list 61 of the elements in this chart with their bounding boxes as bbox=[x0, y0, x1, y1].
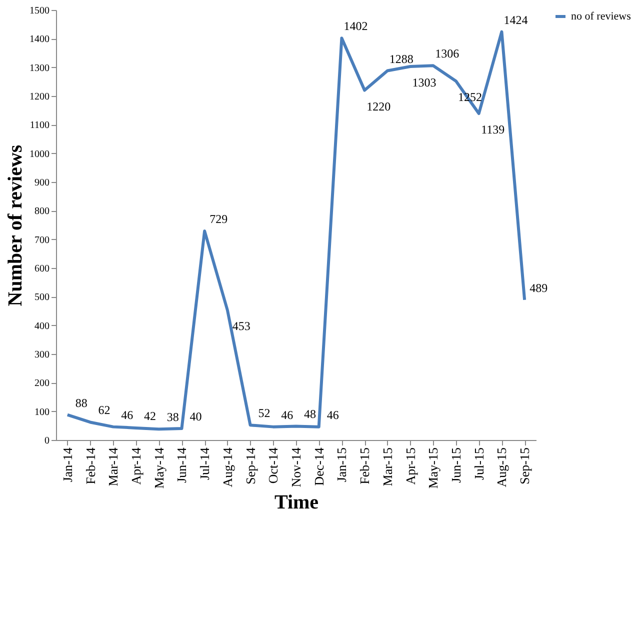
y-tick-label: 1400 bbox=[30, 34, 50, 46]
y-tick-label: 500 bbox=[34, 292, 50, 304]
data-label: 52 bbox=[258, 406, 270, 420]
x-tick-label: Aug-14 bbox=[220, 447, 235, 488]
x-tick-label: Dec-14 bbox=[311, 447, 326, 486]
x-tick-label: Oct-14 bbox=[266, 447, 281, 484]
data-label: 729 bbox=[210, 212, 228, 226]
data-label: 1288 bbox=[389, 52, 414, 66]
y-tick-label: 1500 bbox=[30, 6, 50, 16]
y-tick-label: 200 bbox=[34, 378, 50, 390]
y-tick-label: 700 bbox=[34, 234, 50, 246]
x-tick-label: Mar-14 bbox=[106, 447, 121, 486]
y-tick-label: 1300 bbox=[30, 62, 50, 74]
data-label: 62 bbox=[98, 403, 110, 418]
x-tick-label: Jan-14 bbox=[60, 447, 75, 482]
x-tick-label: Mar-15 bbox=[380, 448, 395, 486]
x-tick-label: Jun-15 bbox=[448, 448, 464, 483]
data-label: 40 bbox=[190, 410, 202, 424]
data-label: 1424 bbox=[504, 12, 528, 27]
data-label: 1303 bbox=[412, 75, 436, 90]
x-tick-label: Aug-15 bbox=[494, 448, 510, 488]
data-label: 1139 bbox=[481, 122, 505, 136]
line-series bbox=[66, 30, 526, 431]
x-tick-label: Apr-14 bbox=[128, 447, 144, 485]
legend-label: no of reviews bbox=[571, 10, 631, 22]
x-axis-title: Time bbox=[274, 492, 319, 514]
data-label: 453 bbox=[232, 319, 250, 334]
x-tick-label: Jan-15 bbox=[334, 448, 350, 482]
data-label: 1402 bbox=[344, 19, 368, 34]
data-label: 48 bbox=[304, 407, 316, 422]
data-label: 46 bbox=[121, 408, 134, 422]
y-tick-label: 100 bbox=[34, 406, 50, 418]
data-label: 1220 bbox=[366, 99, 391, 114]
data-label: 88 bbox=[75, 396, 88, 410]
y-tick-label: 400 bbox=[34, 320, 50, 332]
data-label: 38 bbox=[166, 410, 179, 424]
y-tick-label: 300 bbox=[34, 350, 50, 360]
x-tick-label: Sep-14 bbox=[242, 447, 258, 484]
y-tick-label: 0 bbox=[44, 436, 50, 446]
x-tick-label: Nov-14 bbox=[288, 447, 304, 488]
x-tick-label: Jul-14 bbox=[197, 447, 212, 480]
data-label: 1306 bbox=[435, 46, 460, 61]
x-tick-label: Apr-15 bbox=[402, 448, 418, 485]
y-tick-label: 800 bbox=[34, 206, 50, 218]
x-tick-label: May-15 bbox=[426, 448, 441, 489]
x-tick-label: Feb-15 bbox=[357, 448, 372, 484]
y-axis-title: Number of reviews bbox=[4, 144, 26, 306]
y-tick-label: 600 bbox=[34, 264, 50, 274]
x-tick-label: Feb-14 bbox=[82, 447, 98, 484]
y-tick-label: 1200 bbox=[30, 92, 50, 102]
data-label: 42 bbox=[144, 408, 156, 423]
y-tick-label: 900 bbox=[34, 178, 50, 188]
x-tick-label: May-14 bbox=[151, 447, 166, 489]
data-label: 46 bbox=[326, 408, 339, 422]
y-tick-label: 1000 bbox=[30, 148, 50, 160]
y-tick-label: 1100 bbox=[30, 120, 50, 132]
x-tick-label: Jun-14 bbox=[174, 447, 190, 483]
x-tick-label: Sep-15 bbox=[517, 448, 532, 484]
data-label: 489 bbox=[530, 280, 548, 295]
data-label: 46 bbox=[281, 408, 294, 422]
x-tick-label: Jul-15 bbox=[471, 448, 486, 480]
